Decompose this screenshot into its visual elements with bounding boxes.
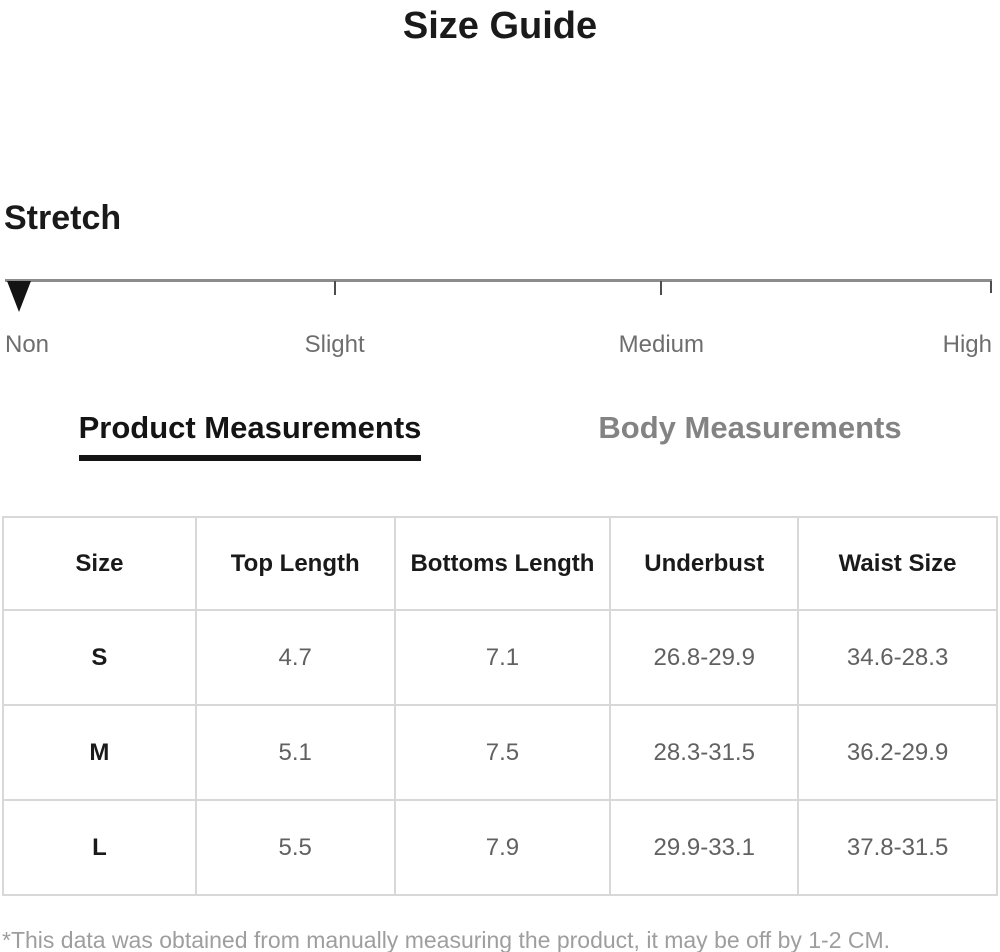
row-m-size-cell: M	[2, 704, 197, 801]
row-s-underbust-cell: 26.8-29.9	[609, 609, 800, 706]
measurement-disclaimer: *This data was obtained from manually me…	[2, 927, 891, 952]
measurement-tabs: Product Measurements Body Measurements	[0, 410, 1000, 476]
stretch-scale-labels: Non Slight Medium High	[5, 331, 992, 361]
column-header-size: Size	[2, 516, 197, 611]
size-measurements-table: Size Top Length Bottoms Length Underbust…	[2, 516, 998, 896]
row-m-top-length-cell: 5.1	[194, 704, 396, 801]
column-header-bottoms-length: Bottoms Length	[393, 516, 612, 611]
tab-product-measurements-label: Product Measurements	[78, 410, 422, 461]
stretch-label-non: Non	[5, 331, 50, 358]
row-s-top-length-cell: 4.7	[194, 609, 396, 706]
row-l-bottoms-length-cell: 7.9	[393, 799, 612, 896]
table-row: S 4.7 7.1 26.8-29.9 34.6-28.3	[2, 609, 998, 706]
row-l-top-length-cell: 5.5	[194, 799, 396, 896]
row-l-waist-size-cell: 37.8-31.5	[797, 799, 998, 896]
row-m-underbust-cell: 28.3-31.5	[609, 704, 800, 801]
table-row: L 5.5 7.9 29.9-33.1 37.8-31.5	[2, 799, 998, 896]
stretch-marker-triangle-icon	[7, 281, 31, 312]
table-header-row: Size Top Length Bottoms Length Underbust…	[2, 516, 998, 611]
stretch-tick-high	[990, 281, 992, 293]
row-l-size-cell: L	[2, 799, 197, 896]
page-title: Size Guide	[402, 5, 598, 47]
column-header-underbust: Underbust	[609, 516, 800, 611]
stretch-label-slight: Slight	[304, 331, 365, 358]
tab-body-measurements[interactable]: Body Measurements	[500, 410, 1000, 476]
row-m-bottoms-length-cell: 7.5	[393, 704, 612, 801]
row-s-bottoms-length-cell: 7.1	[393, 609, 612, 706]
column-header-top-length: Top Length	[194, 516, 396, 611]
stretch-tick-slight	[333, 281, 336, 295]
stretch-label-medium: Medium	[618, 331, 705, 358]
stretch-tick-medium	[660, 281, 663, 295]
row-l-underbust-cell: 29.9-33.1	[609, 799, 800, 896]
tab-product-measurements[interactable]: Product Measurements	[0, 410, 500, 476]
stretch-heading: Stretch	[4, 199, 122, 237]
row-s-waist-size-cell: 34.6-28.3	[797, 609, 998, 706]
stretch-scale	[5, 279, 992, 313]
row-s-size-cell: S	[2, 609, 197, 706]
column-header-waist-size: Waist Size	[797, 516, 998, 611]
table-row: M 5.1 7.5 28.3-31.5 36.2-29.9	[2, 704, 998, 801]
stretch-label-high: High	[942, 331, 992, 358]
row-m-waist-size-cell: 36.2-29.9	[797, 704, 998, 801]
tab-body-measurements-label: Body Measurements	[598, 410, 902, 445]
